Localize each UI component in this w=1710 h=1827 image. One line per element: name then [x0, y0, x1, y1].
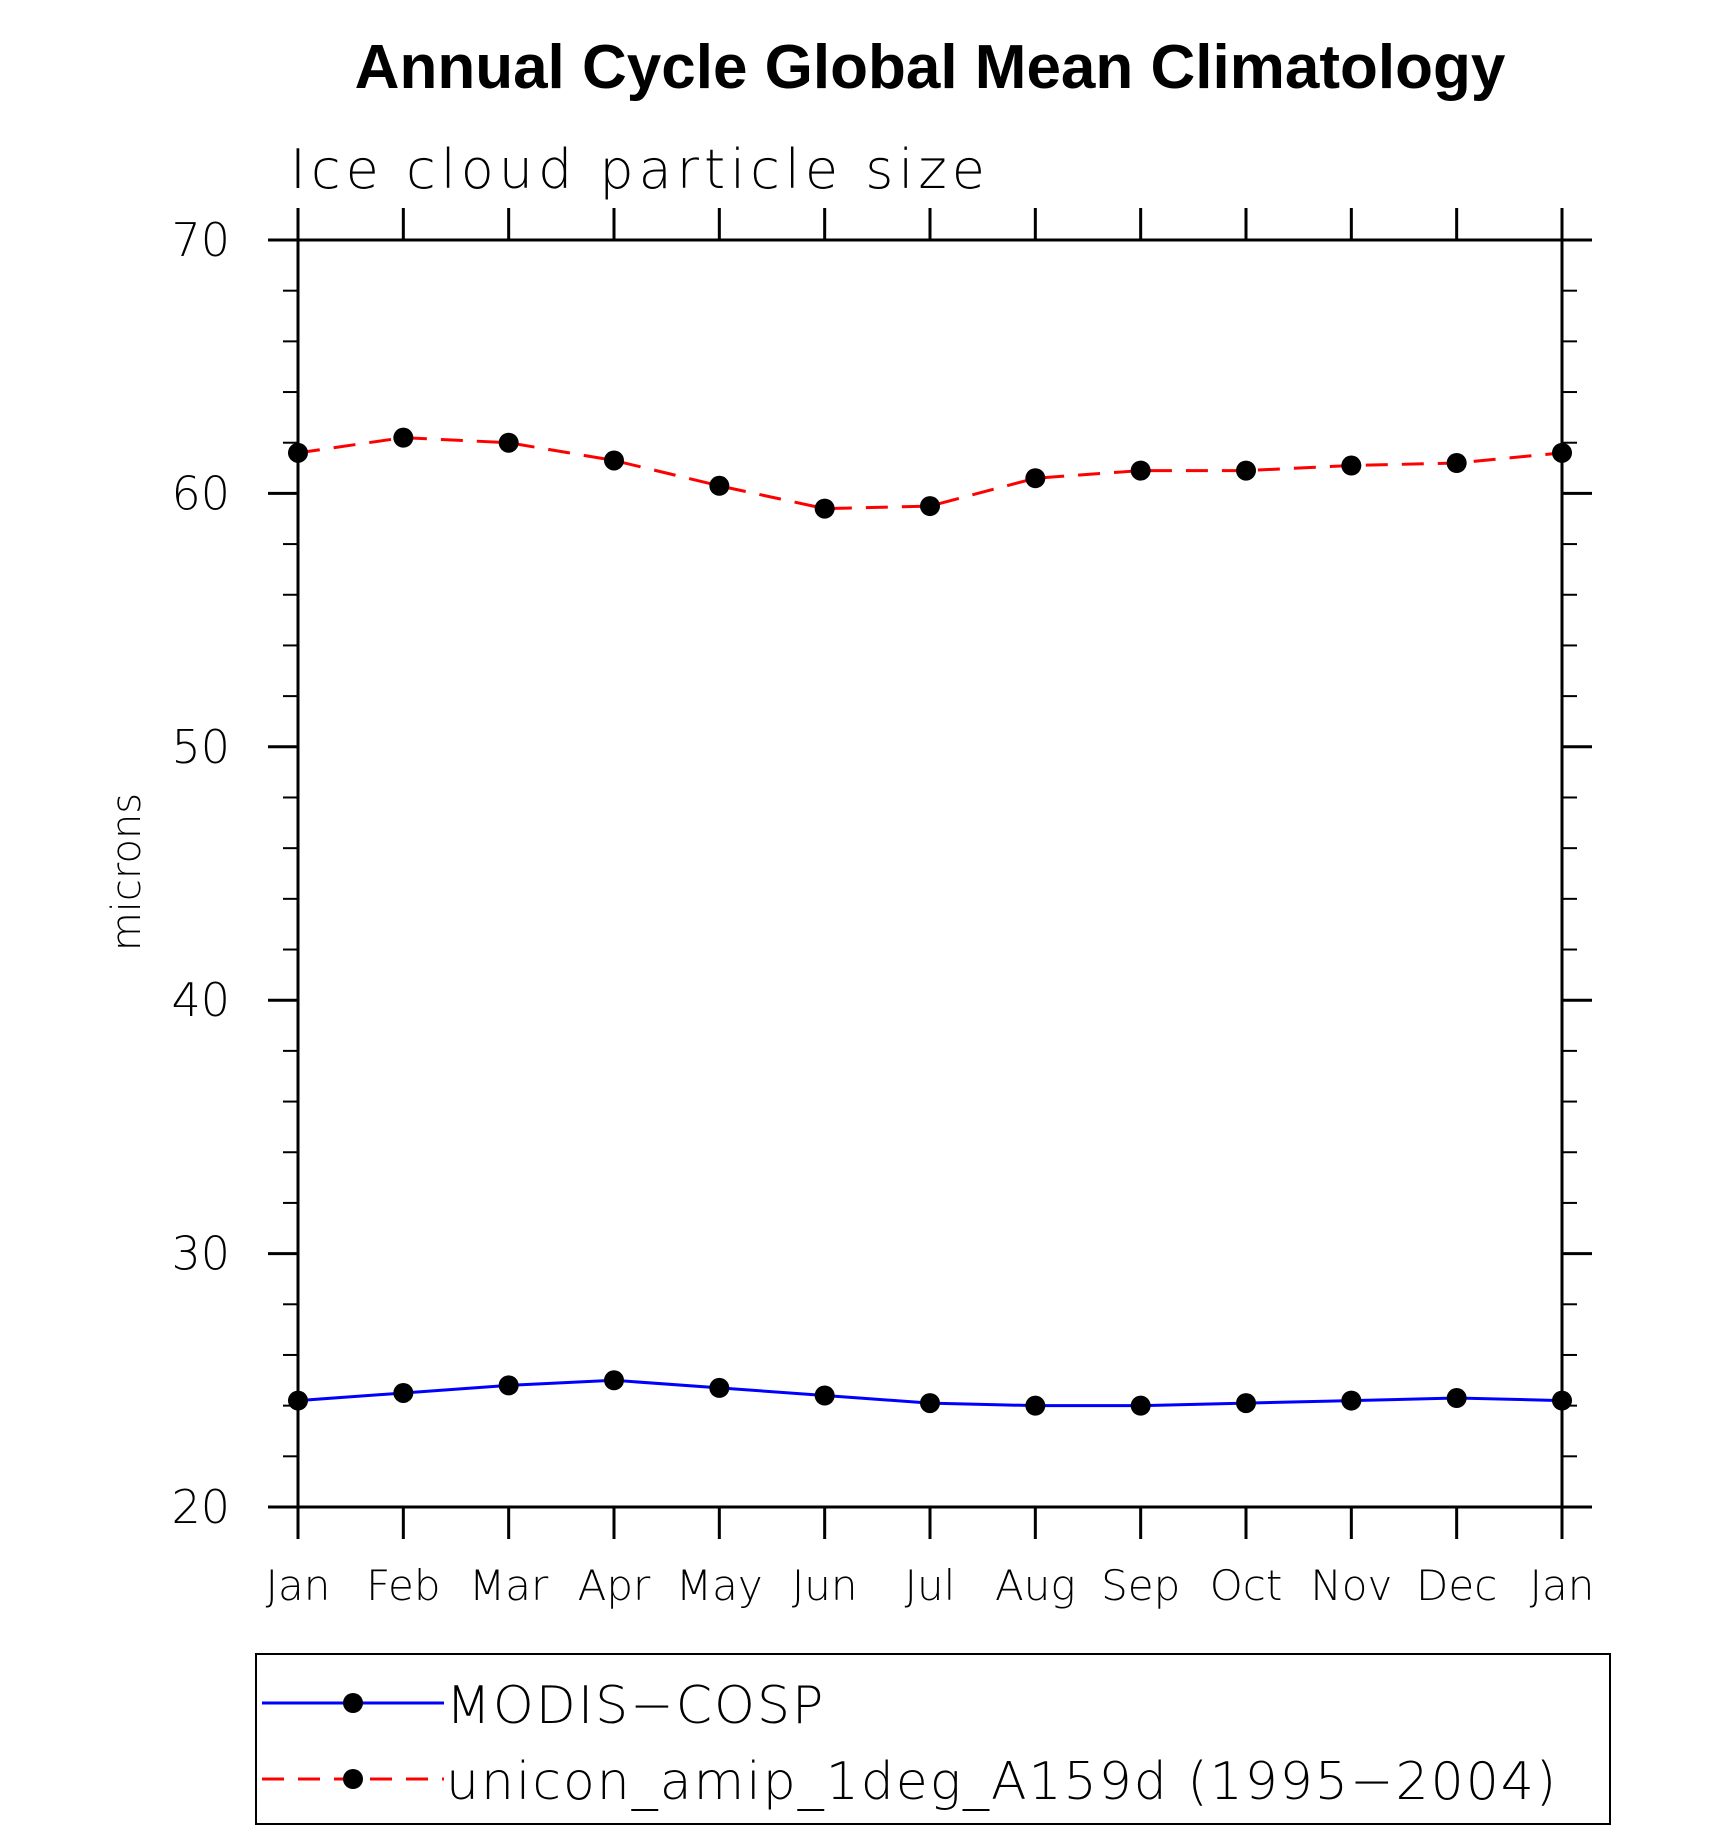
x-tick-label: Feb	[366, 1561, 440, 1610]
data-point-series-0	[1130, 1395, 1151, 1416]
x-tick-label: Sep	[1101, 1561, 1180, 1610]
data-point-series-1	[709, 475, 730, 496]
x-tick-label: May	[676, 1561, 763, 1610]
legend-marker-1	[343, 1769, 363, 1789]
x-tick-label: Oct	[1210, 1561, 1283, 1610]
y-tick-label: 50	[171, 720, 230, 774]
data-point-series-1	[288, 442, 308, 463]
chart-title: Annual Cycle Global Mean Climatology	[355, 33, 1506, 102]
x-tick-label: Jul	[905, 1561, 956, 1610]
x-tick-label: Apr	[578, 1561, 651, 1610]
legend-label-0: MODIS−COSP	[446, 1676, 825, 1736]
legend: MODIS−COSP unicon_amip_1deg_A159d (1995−2…	[255, 1653, 1611, 1825]
x-tick-label: Aug	[995, 1561, 1076, 1610]
y-tick-label: 40	[171, 973, 230, 1027]
data-point-series-1	[1552, 442, 1572, 463]
x-tick-label: Dec	[1416, 1561, 1497, 1610]
data-point-series-0	[1025, 1395, 1046, 1416]
data-point-series-0	[604, 1370, 624, 1391]
data-point-series-0	[709, 1377, 730, 1398]
x-tick-label: Jun	[792, 1561, 858, 1610]
y-tick-label: 20	[171, 1480, 230, 1534]
legend-items: MODIS−COSP unicon_amip_1deg_A159d (1995−2…	[262, 1676, 1558, 1812]
legend-marker-0	[343, 1693, 363, 1713]
x-tick-label: Jan	[266, 1561, 331, 1610]
data-point-series-0	[1341, 1390, 1362, 1411]
y-tick-label: 30	[171, 1227, 230, 1281]
y-axis-label: microns	[104, 793, 150, 951]
legend-label-1: unicon_amip_1deg_A159d (1995−2004)	[446, 1752, 1558, 1812]
data-point-series-0	[288, 1390, 308, 1411]
data-point-series-1	[1025, 468, 1046, 489]
chart-subtitle: Ice cloud particle size	[290, 138, 990, 201]
data-point-series-0	[814, 1385, 835, 1406]
x-tick-label: Nov	[1310, 1561, 1392, 1610]
y-tick-label: 60	[171, 466, 230, 520]
x-tick-label: Jan	[1530, 1561, 1595, 1610]
y-tick-label: 70	[171, 213, 230, 267]
series-layer	[288, 427, 1572, 1416]
data-point-series-1	[498, 432, 519, 453]
data-point-series-1	[1236, 460, 1256, 481]
legend-box	[255, 1653, 1611, 1825]
data-point-series-1	[920, 496, 940, 517]
data-point-series-1	[393, 427, 414, 448]
data-point-series-0	[393, 1382, 414, 1403]
data-point-series-1	[1446, 452, 1467, 473]
data-point-series-0	[920, 1393, 940, 1414]
data-point-series-1	[604, 450, 624, 471]
data-point-series-0	[1446, 1388, 1467, 1409]
x-tick-label: Mar	[469, 1561, 549, 1610]
axes: 20 30 40 50 60 70 Jan Feb Mar Apr May Jun Jul Aug Sep O…	[171, 208, 1594, 1610]
data-point-series-1	[1130, 460, 1151, 481]
data-point-series-0	[498, 1375, 519, 1396]
data-point-series-0	[1552, 1390, 1572, 1411]
data-point-series-1	[1341, 455, 1362, 476]
data-point-series-0	[1236, 1393, 1256, 1414]
data-point-series-1	[814, 498, 835, 519]
